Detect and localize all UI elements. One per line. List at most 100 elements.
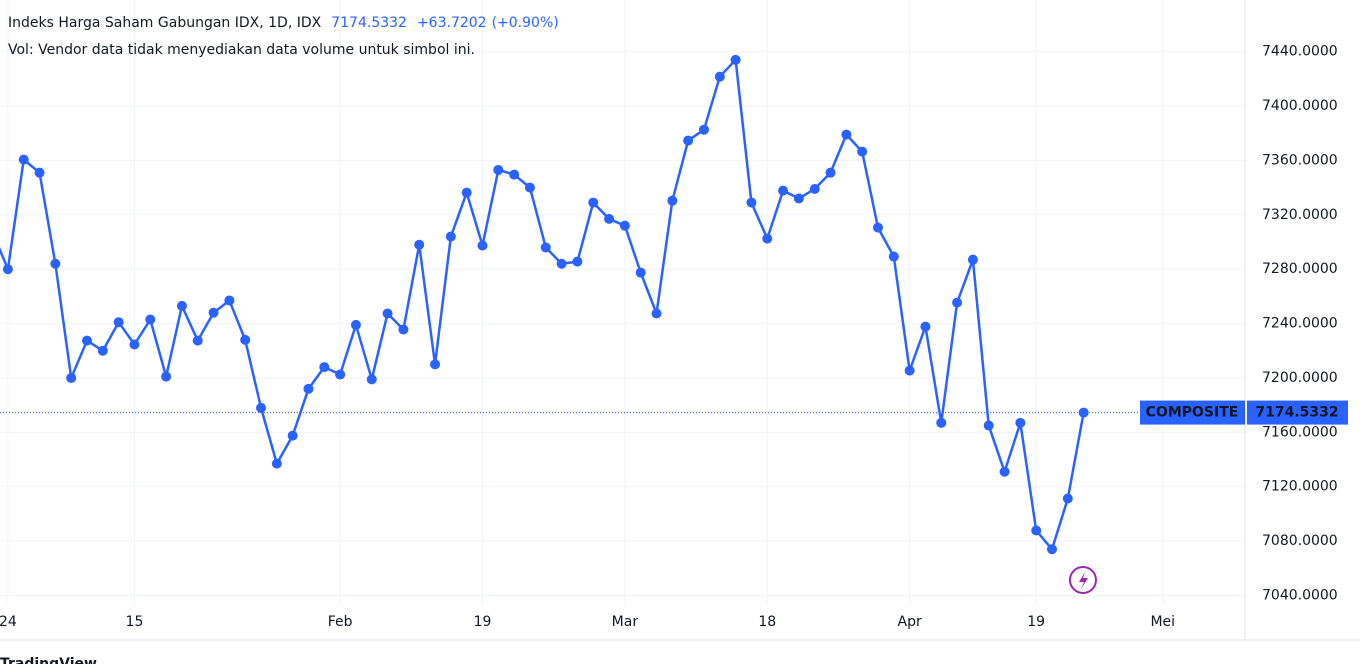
x-tick-label: 15 [126, 614, 144, 630]
price-point [714, 71, 725, 82]
price-point [825, 167, 836, 178]
price-point [493, 164, 504, 175]
plot [0, 54, 1245, 555]
price-point [2, 264, 13, 275]
volume-note: Vol: Vendor data tidak menyediakan data … [8, 42, 475, 58]
price-point [730, 54, 741, 65]
price-point [556, 258, 567, 269]
price-point [192, 335, 203, 346]
price-point [461, 187, 472, 198]
y-tick-label: 7320.0000 [1262, 207, 1338, 223]
price-point [271, 458, 282, 469]
price-point [841, 129, 852, 140]
price-change-pct: (+0.90%) [492, 15, 559, 31]
y-tick-label: 7040.0000 [1262, 587, 1338, 603]
price-point [999, 466, 1010, 477]
y-tick-label: 7120.0000 [1262, 479, 1338, 495]
y-tick-label: 7160.0000 [1262, 424, 1338, 440]
price-point [335, 369, 346, 380]
price-point [430, 359, 441, 370]
grid [0, 0, 1245, 605]
symbol-badge-text: COMPOSITE [1146, 405, 1239, 421]
price-point [34, 167, 45, 178]
price-point [350, 319, 361, 330]
price-point [208, 307, 219, 318]
price-badge [1247, 400, 1348, 425]
price-point [667, 195, 678, 206]
price-point [176, 300, 187, 311]
price-point [256, 402, 267, 413]
y-tick-label: 7360.0000 [1262, 152, 1338, 168]
price-point [240, 334, 251, 345]
symbol-title: Indeks Harga Saham Gabungan IDX, 1D, IDX [8, 15, 322, 31]
price-point [588, 197, 599, 208]
price-label: COMPOSITE 7174.5332 [1140, 400, 1348, 425]
x-tick-label: Mei [1150, 614, 1175, 630]
y-tick-label: 7240.0000 [1262, 316, 1338, 332]
price-point [888, 251, 899, 262]
price-point [936, 417, 947, 428]
price-point [97, 345, 108, 356]
lightning-bolt[interactable] [1079, 572, 1088, 589]
chart-title: Indeks Harga Saham Gabungan IDX, 1D, IDX… [8, 15, 559, 31]
y-tick-label: 7400.0000 [1262, 98, 1338, 114]
price-point [50, 258, 61, 269]
price-point [604, 213, 615, 224]
price-point [1062, 493, 1073, 504]
price-point [129, 339, 140, 350]
price-point [113, 317, 124, 328]
price-point [445, 231, 456, 242]
price-point [967, 254, 978, 265]
symbol-badge [1140, 400, 1245, 425]
price-point [904, 365, 915, 376]
price-point [619, 220, 630, 231]
y-tick-label: 7440.0000 [1262, 44, 1338, 60]
price-badge-text: 7174.5332 [1255, 405, 1338, 421]
y-tick-label: 7280.0000 [1262, 261, 1338, 277]
price-line [0, 58, 1085, 551]
price-point [18, 154, 29, 165]
price-point [66, 372, 77, 383]
price-point [1031, 525, 1042, 536]
price-point [145, 314, 156, 325]
price-point [778, 185, 789, 196]
price-point [82, 335, 93, 346]
price-point [303, 383, 314, 394]
x-tick-label: Feb [328, 614, 353, 630]
price-point [651, 308, 662, 319]
price-point [683, 135, 694, 146]
price-point [572, 256, 583, 267]
price-point [762, 233, 773, 244]
price-point [698, 124, 709, 135]
price-change: +63.7202 [417, 15, 487, 31]
watermark: TradingView [0, 656, 97, 664]
price-point [809, 183, 820, 194]
x-tick-label: Mar [612, 614, 639, 630]
price-point [793, 193, 804, 204]
price-point [857, 146, 868, 157]
price-point [477, 240, 488, 251]
y-tick-label: 7200.0000 [1262, 370, 1338, 386]
price-point [382, 308, 393, 319]
price-point [524, 182, 535, 193]
price-point [635, 267, 646, 278]
x-tick-label: 19 [474, 614, 492, 630]
lightning-icon[interactable] [1069, 566, 1097, 594]
price-point [509, 169, 520, 180]
price-point [414, 239, 425, 250]
price-point [540, 242, 551, 253]
price-point [920, 321, 931, 332]
x-tick-label: 19 [1027, 614, 1045, 630]
price-point [872, 222, 883, 233]
last-price: 7174.5332 [331, 15, 407, 31]
price-point [1047, 544, 1058, 555]
x-tick-label: Apr [898, 614, 922, 630]
price-point [366, 374, 377, 385]
price-point [224, 295, 235, 306]
price-point [1015, 417, 1026, 428]
price-point [287, 430, 298, 441]
price-point [952, 297, 963, 308]
price-point [319, 362, 330, 373]
price-point [746, 197, 757, 208]
